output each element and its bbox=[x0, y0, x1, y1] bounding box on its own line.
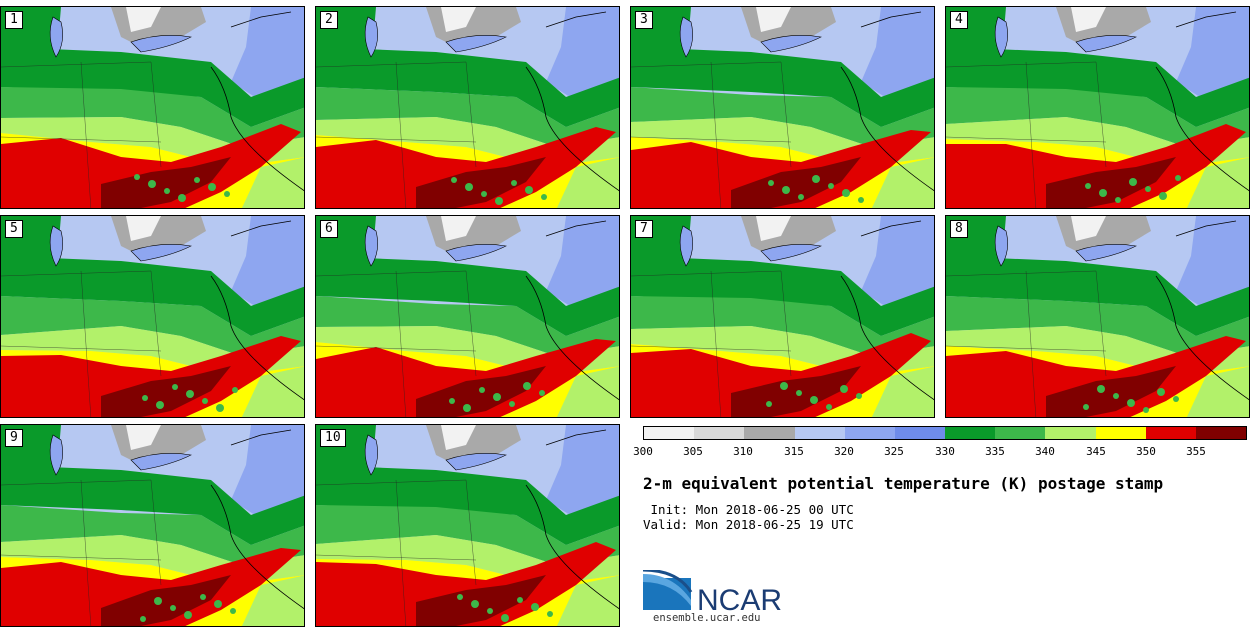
theta-e-map bbox=[1, 7, 304, 208]
theta-e-map bbox=[946, 216, 1249, 417]
colorbar-tick-label: 320 bbox=[834, 445, 854, 458]
map-panel-8: 8 bbox=[945, 215, 1250, 418]
colorbar-tick-label: 345 bbox=[1086, 445, 1106, 458]
colorbar-tick-label: 325 bbox=[884, 445, 904, 458]
figure-title: 2-m equivalent potential temperature (K)… bbox=[643, 474, 1164, 493]
map-panel-9: 9 bbox=[0, 424, 305, 627]
member-number-label: 6 bbox=[320, 220, 338, 238]
member-number-label: 3 bbox=[635, 11, 653, 29]
theta-e-map bbox=[316, 7, 619, 208]
map-panel-4: 4 bbox=[945, 6, 1250, 209]
init-time: Init: Mon 2018-06-25 00 UTC bbox=[643, 502, 854, 517]
theta-e-map bbox=[316, 425, 619, 626]
colorbar-tick-label: 300 bbox=[633, 445, 653, 458]
member-number-label: 9 bbox=[5, 429, 23, 447]
colorbar-tick-label: 315 bbox=[784, 445, 804, 458]
member-number-label: 10 bbox=[320, 429, 346, 447]
theta-e-map bbox=[316, 216, 619, 417]
member-number-label: 1 bbox=[5, 11, 23, 29]
colorbar-segment bbox=[995, 427, 1046, 439]
logo-text: NCAR bbox=[697, 584, 782, 615]
colorbar-segment bbox=[894, 427, 946, 439]
member-number-label: 8 bbox=[950, 220, 968, 238]
map-panel-7: 7 bbox=[630, 215, 935, 418]
theta-e-map bbox=[1, 425, 304, 626]
colorbar-tick-label: 355 bbox=[1186, 445, 1206, 458]
ncar-logo: NCAR bbox=[642, 568, 793, 617]
theta-e-map bbox=[631, 7, 934, 208]
colorbar-tick-label: 310 bbox=[733, 445, 753, 458]
colorbar-segment bbox=[694, 427, 745, 439]
valid-time: Valid: Mon 2018-06-25 19 UTC bbox=[643, 517, 854, 532]
colorbar-segment bbox=[794, 427, 845, 439]
theta-e-map bbox=[631, 216, 934, 417]
colorbar-segment bbox=[744, 427, 795, 439]
map-panel-2: 2 bbox=[315, 6, 620, 209]
colorbar-tick-label: 335 bbox=[985, 445, 1005, 458]
map-panel-3: 3 bbox=[630, 6, 935, 209]
member-number-label: 4 bbox=[950, 11, 968, 29]
colorbar-segment bbox=[1195, 427, 1247, 439]
colorbar-segment bbox=[945, 427, 996, 439]
logo-url[interactable]: ensemble.ucar.edu bbox=[653, 612, 761, 624]
colorbar-segment bbox=[1095, 427, 1146, 439]
colorbar-tick-label: 340 bbox=[1035, 445, 1055, 458]
map-panel-6: 6 bbox=[315, 215, 620, 418]
colorbar-segment bbox=[1145, 427, 1196, 439]
map-panel-10: 10 bbox=[315, 424, 620, 627]
colorbar-segment bbox=[1045, 427, 1096, 439]
colorbar-tick-label: 305 bbox=[683, 445, 703, 458]
member-number-label: 5 bbox=[5, 220, 23, 238]
map-panel-5: 5 bbox=[0, 215, 305, 418]
theta-e-map bbox=[1, 216, 304, 417]
member-number-label: 7 bbox=[635, 220, 653, 238]
colorbar-segment bbox=[844, 427, 895, 439]
member-number-label: 2 bbox=[320, 11, 338, 29]
map-panel-1: 1 bbox=[0, 6, 305, 209]
colorbar bbox=[643, 426, 1247, 440]
colorbar-segment bbox=[644, 427, 695, 439]
theta-e-map bbox=[946, 7, 1249, 208]
colorbar-tick-label: 350 bbox=[1136, 445, 1156, 458]
colorbar-tick-label: 330 bbox=[935, 445, 955, 458]
